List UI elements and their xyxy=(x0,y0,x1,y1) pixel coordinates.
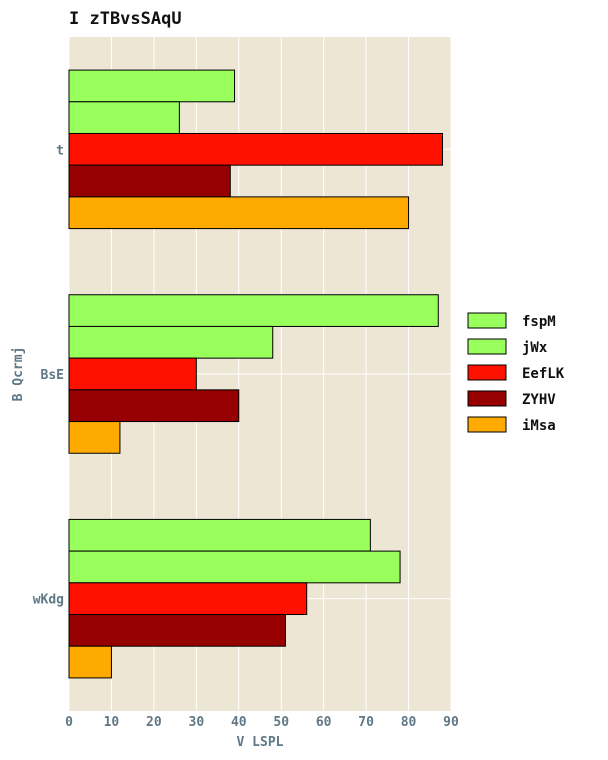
legend-label: fspM xyxy=(522,314,556,330)
legend-swatch xyxy=(467,416,507,433)
bar xyxy=(68,614,286,647)
x-axis-ticks: 0 10 20 30 40 50 60 70 80 90 xyxy=(65,715,459,730)
y-tick-label: BsE xyxy=(41,368,64,383)
y-axis-ticks: t BsE wKdg xyxy=(33,143,64,607)
bars xyxy=(68,69,444,679)
bar xyxy=(68,132,444,166)
x-tick-label: 20 xyxy=(146,715,162,730)
bar xyxy=(68,582,308,616)
legend-label: ZYHV xyxy=(522,392,556,408)
legend-label: jWx xyxy=(522,340,548,356)
y-tick-label: wKdg xyxy=(33,593,64,608)
bar xyxy=(68,389,240,423)
chart-title: I zTBvsSAqU xyxy=(69,9,182,29)
legend-label: EefLK xyxy=(522,366,565,382)
x-tick-label: 70 xyxy=(358,715,374,730)
y-axis-label: B Qcrmj xyxy=(11,347,26,402)
bar xyxy=(68,101,180,134)
x-tick-label: 90 xyxy=(443,715,459,730)
bar xyxy=(68,294,439,327)
x-tick-label: 80 xyxy=(401,715,417,730)
legend: fspM jWx EefLK ZYHV iMsa xyxy=(467,312,565,434)
bar xyxy=(68,550,401,584)
x-axis-label: V LSPL xyxy=(237,735,284,750)
bar xyxy=(68,325,274,359)
x-tick-label: 40 xyxy=(231,715,247,730)
bar xyxy=(68,357,197,391)
legend-swatch xyxy=(467,312,507,329)
legend-swatch xyxy=(467,390,507,407)
x-tick-label: 10 xyxy=(104,715,120,730)
bar xyxy=(68,164,231,198)
bar xyxy=(68,421,121,454)
legend-swatch xyxy=(467,338,507,355)
legend-swatch xyxy=(467,364,507,381)
bar xyxy=(68,518,371,552)
bar xyxy=(68,69,236,103)
x-tick-label: 50 xyxy=(273,715,289,730)
bar xyxy=(68,196,410,230)
x-tick-label: 0 xyxy=(65,715,73,730)
y-tick-label: t xyxy=(56,143,64,158)
legend-label: iMsa xyxy=(522,418,556,434)
x-tick-label: 60 xyxy=(316,715,332,730)
bar xyxy=(68,645,112,679)
x-tick-label: 30 xyxy=(189,715,205,730)
